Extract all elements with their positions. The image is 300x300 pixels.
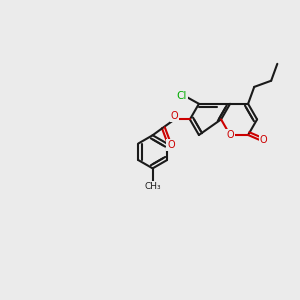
Text: O: O [171, 111, 178, 122]
Text: Cl: Cl [177, 91, 187, 101]
Text: O: O [260, 135, 268, 146]
Text: CH₃: CH₃ [144, 182, 161, 190]
Text: O: O [226, 130, 234, 140]
Text: O: O [167, 140, 175, 150]
